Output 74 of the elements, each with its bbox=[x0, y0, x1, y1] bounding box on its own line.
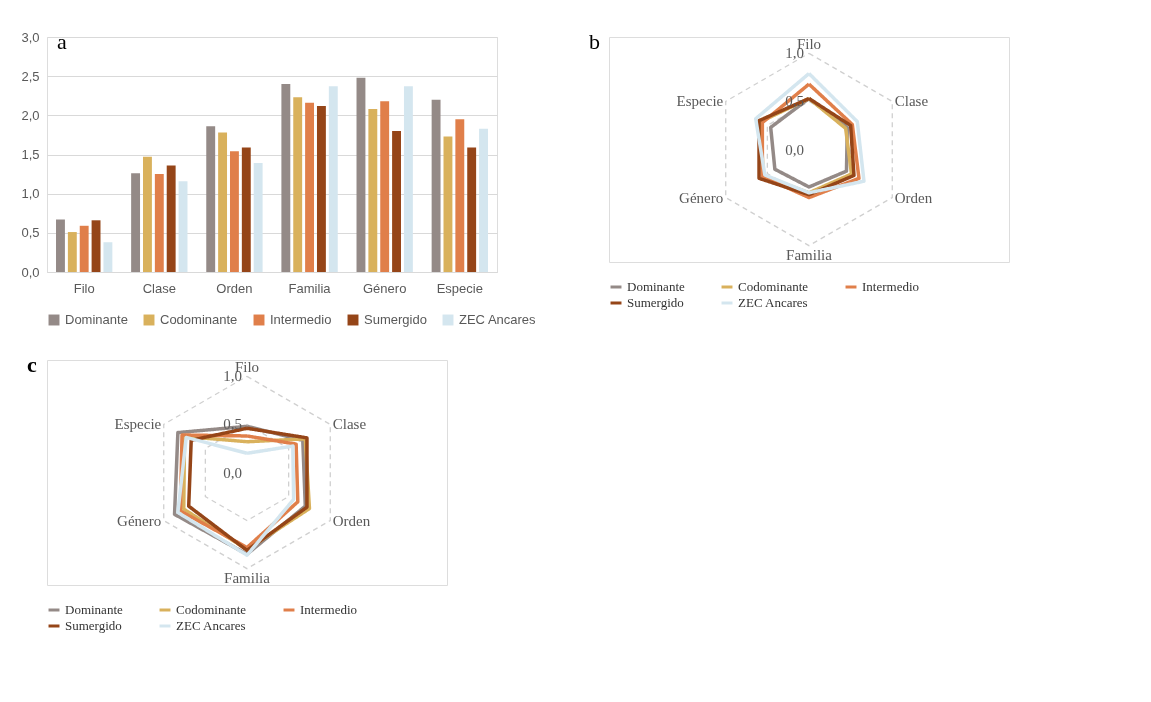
bar bbox=[328, 86, 338, 272]
bar bbox=[241, 147, 251, 272]
y-tick-label: 1,5 bbox=[21, 147, 40, 162]
y-tick-label: 3,0 bbox=[21, 29, 40, 45]
x-tick-label: Clase bbox=[142, 280, 176, 296]
bar bbox=[253, 163, 263, 272]
bar bbox=[467, 147, 477, 272]
y-tick-label: 1,0 bbox=[21, 186, 40, 202]
y-tick-label: 0,5 bbox=[21, 225, 40, 241]
y-tick-label: 0,0 bbox=[785, 141, 804, 158]
bar bbox=[455, 119, 465, 272]
bar bbox=[368, 109, 378, 272]
annotation: a bbox=[57, 29, 67, 54]
bar bbox=[206, 126, 216, 272]
spoke-label: Orden bbox=[894, 189, 933, 206]
legend-label: Intermedio bbox=[300, 602, 358, 617]
bar bbox=[218, 132, 228, 272]
legend-label: Sumergido bbox=[364, 312, 427, 327]
y-tick-label: 2,5 bbox=[21, 68, 40, 84]
x-tick-label: Filo bbox=[73, 280, 95, 296]
bar bbox=[67, 232, 77, 272]
bar bbox=[479, 128, 488, 272]
legend-label: Intermedio bbox=[862, 279, 920, 294]
text: c bbox=[27, 352, 37, 377]
legend-label: Dominante bbox=[65, 602, 123, 617]
bar bbox=[293, 97, 303, 272]
legend-label: Codominante bbox=[738, 279, 809, 294]
legend-label: Sumergido bbox=[627, 295, 684, 310]
spoke-label: Especie bbox=[114, 416, 162, 433]
spoke-label: Familia bbox=[786, 247, 833, 264]
bar bbox=[103, 242, 113, 272]
spoke-label: Género bbox=[679, 189, 724, 206]
bar bbox=[154, 174, 164, 272]
legend-label: ZEC Ancares bbox=[738, 295, 808, 310]
bar bbox=[79, 225, 89, 272]
spoke-label: Clase bbox=[894, 93, 929, 110]
bar bbox=[178, 181, 188, 272]
bar bbox=[305, 102, 315, 272]
legend-label: ZEC Ancares bbox=[176, 618, 246, 633]
y-tick-label: 0,5 bbox=[785, 93, 804, 110]
bar bbox=[431, 99, 441, 272]
spoke-label: Clase bbox=[332, 416, 367, 433]
x-tick-label: Especie bbox=[436, 280, 483, 296]
x-tick-label: Familia bbox=[288, 280, 332, 296]
bar bbox=[56, 219, 65, 272]
y-tick-label: 2,0 bbox=[21, 107, 40, 123]
legend-label: Codominante bbox=[176, 602, 247, 617]
spoke-label: Orden bbox=[332, 512, 371, 529]
bar bbox=[316, 105, 326, 272]
bar bbox=[229, 151, 239, 272]
text: b bbox=[589, 29, 600, 54]
bar bbox=[131, 173, 141, 272]
legend-label: Dominante bbox=[65, 312, 128, 327]
bar bbox=[443, 136, 453, 272]
legend-label: ZEC Ancares bbox=[459, 312, 537, 327]
bar bbox=[403, 86, 413, 272]
spoke-label: Género bbox=[117, 512, 162, 529]
bar bbox=[392, 131, 401, 272]
legend-label: Dominante bbox=[627, 279, 685, 294]
y-tick-label: 0,0 bbox=[223, 464, 242, 481]
bar bbox=[380, 101, 390, 272]
spoke-label: Familia bbox=[224, 570, 271, 587]
x-tick-label: Género bbox=[363, 280, 407, 296]
bar bbox=[143, 156, 152, 272]
x-tick-label: Orden bbox=[216, 280, 253, 296]
y-tick-label: 0,0 bbox=[21, 264, 40, 280]
spoke-label: Especie bbox=[676, 93, 724, 110]
legend-label: Sumergido bbox=[65, 618, 122, 633]
legend-label: Intermedio bbox=[270, 312, 332, 327]
bar bbox=[281, 84, 291, 272]
bar bbox=[356, 77, 366, 272]
legend-label: Codominante bbox=[160, 312, 238, 327]
bar bbox=[91, 220, 101, 272]
bar bbox=[166, 165, 176, 272]
